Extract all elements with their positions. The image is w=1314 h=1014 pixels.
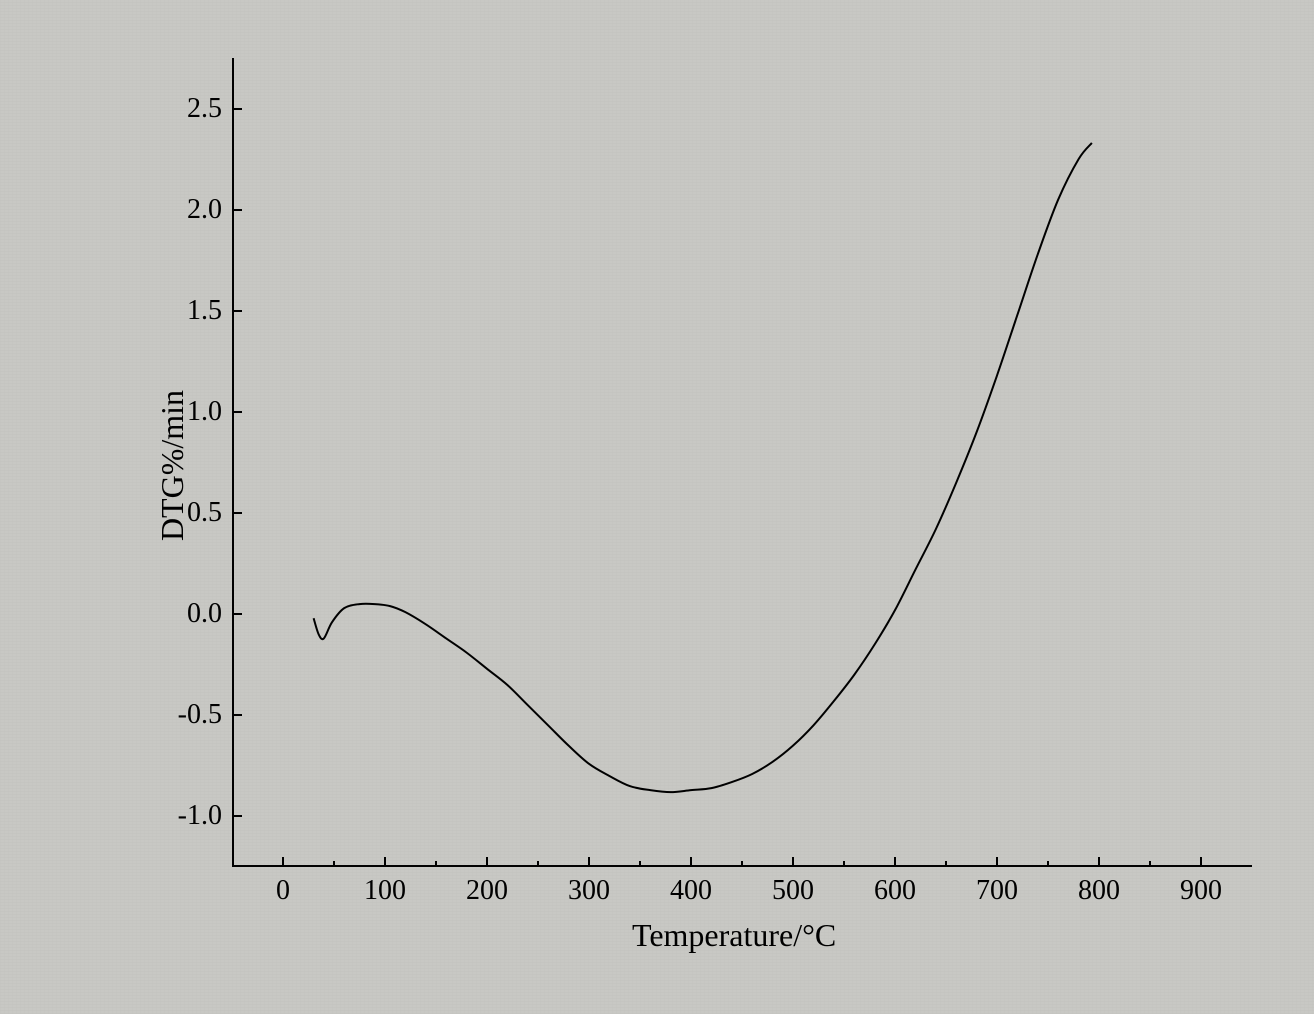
series-line [314, 143, 1092, 792]
y-axis-label: DTG%/min [154, 389, 191, 540]
data-curve [0, 0, 1314, 1014]
dtg-chart: 0100200300400500600700800900-1.0-0.50.00… [0, 0, 1314, 1014]
x-axis-label: Temperature/°C [632, 917, 836, 954]
